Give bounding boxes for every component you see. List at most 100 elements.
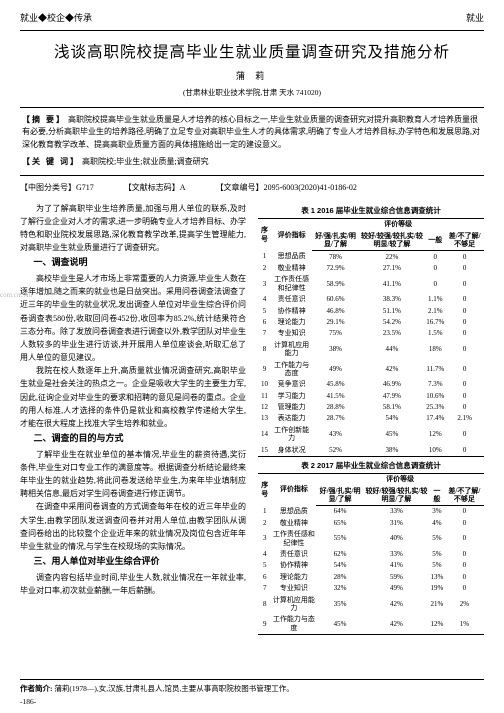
table-cell: 54.2%	[359, 316, 426, 327]
table-cell: 0	[425, 274, 445, 294]
paragraph: 在调查中采用问卷调查的方式调查每年在校的近三年毕业的大学生,由教学团队发送调查问…	[20, 500, 246, 553]
table-row: 9工作能力与态度49%42%11.7%0	[258, 359, 484, 379]
table-row: 9工作能力与态度45%42%12%1%	[258, 614, 484, 634]
table-cell: 17.4%	[425, 413, 445, 424]
table-cell: 12%	[425, 424, 445, 444]
table-cell: 工作能力与态度	[271, 359, 312, 379]
table-cell: 1.5%	[425, 328, 445, 339]
table-cell: 13%	[429, 571, 445, 582]
author-note-label: 作者简介:	[20, 684, 53, 693]
right-column: 表 1 2016 届毕业生就业综合信息调查统计 序号 评价指标 评价等级 好/强…	[258, 202, 484, 635]
table-cell: 75%	[312, 328, 358, 339]
table-cell: 0	[425, 263, 445, 274]
table-cell: 38.3%	[359, 294, 426, 305]
table-cell: 思想品质	[271, 251, 312, 263]
table-cell: 72.9%	[312, 263, 358, 274]
table1: 序号 评价指标 评价等级 好/强/扎实/明显/了解 较好/较强/较扎实/较明显/…	[258, 218, 484, 457]
table-row: 4责任意识60.6%38.3%1.1%0	[258, 294, 484, 305]
col-header: 好/强/扎实/明显/了解	[312, 230, 358, 250]
table-cell: 60.6%	[312, 294, 358, 305]
table-cell: 6	[258, 571, 271, 582]
table-cell: 理论能力	[271, 316, 312, 327]
col-header: 序号	[258, 473, 271, 505]
table-row: 6理论能力28%59%13%0	[258, 571, 484, 582]
paragraph: 我院在校人数逐年上升,高质量就业情况调查研究,高职毕业生就业是社会关注的热点之一…	[20, 364, 246, 430]
table-cell: 计算机应用能力	[271, 594, 316, 614]
table-cell: 0	[445, 505, 484, 517]
article-title: 浅谈高职院校提高毕业生就业质量调查研究及措施分析	[20, 41, 484, 64]
table-cell: 0	[445, 251, 484, 263]
table-cell: 5%	[429, 529, 445, 549]
table-row: 2敬业精神72.9%27.1%00	[258, 263, 484, 274]
page-header: 就业◆校企◆传承 就业	[20, 12, 484, 31]
table2-title: 表 2 2017 届毕业生就业综合信息调查统计	[258, 460, 484, 471]
table-cell: 42%	[359, 359, 426, 379]
table-row: 4责任意识62%33%5%0	[258, 549, 484, 560]
abstract-text: 高职院校提高毕业生就业质量是人才培养的核心目标之一,毕业生就业质量的调查研究对提…	[22, 115, 480, 150]
table-row: 14工作创新能力43%45%12%0	[258, 424, 484, 444]
table-cell: 12%	[429, 614, 445, 634]
table-cell: 65%	[316, 517, 363, 528]
table-cell: 62%	[316, 549, 363, 560]
table-cell: 0	[445, 263, 484, 274]
table-cell: 54%	[316, 560, 363, 571]
table-row: 6理论能力29.1%54.2%16.7%0	[258, 316, 484, 327]
section-heading: 一、调查说明	[20, 256, 246, 270]
table-cell: 敬业精神	[271, 517, 316, 528]
table-cell: 0	[425, 251, 445, 263]
table-cell: 5%	[429, 560, 445, 571]
table-cell: 0	[445, 583, 484, 594]
table-cell: 9	[258, 614, 271, 634]
article-no: 2095-6003(2020)41-0186-02	[264, 183, 357, 192]
table-cell: 10%	[425, 444, 445, 456]
table-cell: 44%	[359, 339, 426, 359]
table-cell: 58.9%	[312, 274, 358, 294]
table-cell: 49%	[312, 359, 358, 379]
table-cell: 2.1%	[445, 413, 484, 424]
table-row: 1思想品质64%33%3%0	[258, 505, 484, 517]
table-cell: 理论能力	[271, 571, 316, 582]
table-cell: 14	[258, 424, 271, 444]
table-cell: 10	[258, 379, 271, 390]
author-note-text: 蒲莉(1978—),女,汉族,甘肃礼县人,馆员,主要从事高职院校图书管理工作。	[54, 684, 293, 693]
table-cell: 0	[445, 305, 484, 316]
table-cell: 27.1%	[359, 263, 426, 274]
table-cell: 3	[258, 274, 271, 294]
col-header: 较好/较强/较扎实/较明显/较了解	[359, 230, 426, 250]
table-row: 13表达能力28.7%54%17.4%2.1%	[258, 413, 484, 424]
table-cell: 13	[258, 413, 271, 424]
table-cell: 45.8%	[312, 379, 358, 390]
table-cell: 敬业精神	[271, 263, 312, 274]
table-cell: 4%	[429, 517, 445, 528]
section-heading: 二、调查的目的与方式	[20, 432, 246, 446]
table-cell: 0	[445, 444, 484, 456]
table-cell: 5	[258, 560, 271, 571]
table-cell: 29.1%	[312, 316, 358, 327]
left-column: 为了了解高职毕业生培养质量,加强与用人单位的联系,及时了解行业企业对人才的需求,…	[20, 202, 246, 635]
table-cell: 32%	[316, 583, 363, 594]
section-heading: 三、用人单位对毕业生综合评价	[20, 555, 246, 569]
table-cell: 42%	[364, 594, 429, 614]
table-cell: 2	[258, 263, 271, 274]
table-cell: 25.3%	[425, 402, 445, 413]
table-cell: 4	[258, 549, 271, 560]
table-cell: 0	[445, 390, 484, 401]
table-cell: 38%	[359, 444, 426, 456]
clc: G717	[76, 183, 94, 192]
table-cell: 0	[445, 316, 484, 327]
table-cell: 51.1%	[359, 305, 426, 316]
table-cell: 64%	[316, 505, 363, 517]
table-cell: 41%	[364, 560, 429, 571]
table-cell: 0	[445, 339, 484, 359]
article-no-label: 【文章编号】	[216, 183, 264, 192]
table-cell: 0	[445, 359, 484, 379]
table-cell: 33%	[364, 549, 429, 560]
table-cell: 6	[258, 316, 271, 327]
table-cell: 2%	[445, 594, 484, 614]
table-cell: 45%	[316, 614, 363, 634]
table-cell: 0	[445, 294, 484, 305]
table-cell: 46.9%	[359, 379, 426, 390]
table-cell: 竞争意识	[271, 379, 312, 390]
table-cell: 专业知识	[271, 583, 316, 594]
table-cell: 28.7%	[312, 413, 358, 424]
